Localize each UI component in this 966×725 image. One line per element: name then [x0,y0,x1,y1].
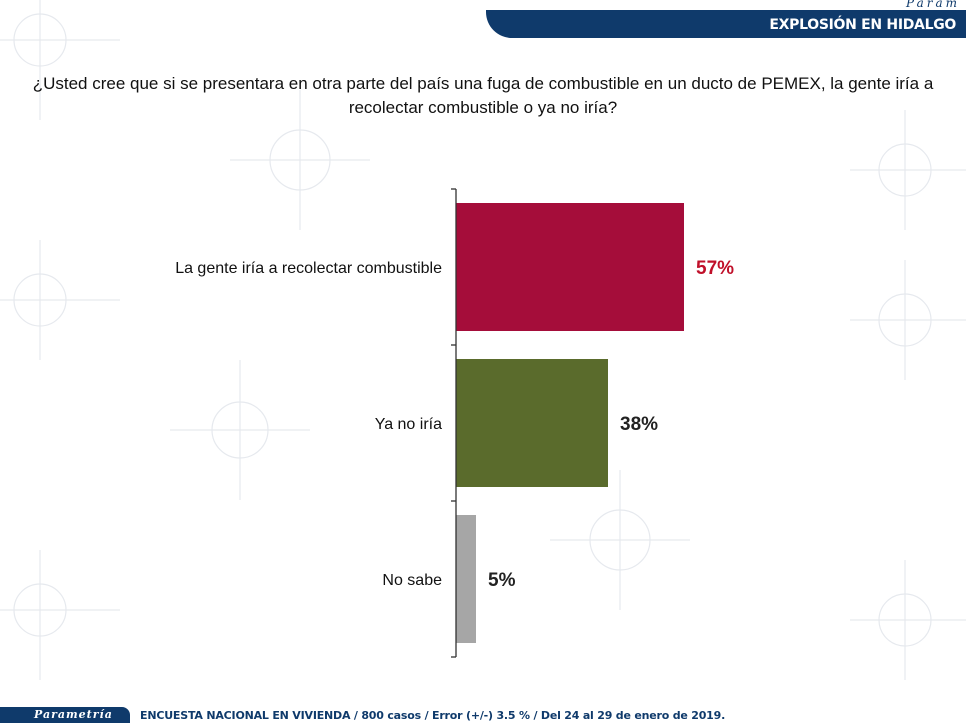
bar-2 [456,359,608,487]
brand-top-text: Param [906,0,960,10]
value-label-2: 38% [620,414,658,435]
category-label-2: Ya no iría [375,416,442,433]
footer-note: ENCUESTA NACIONAL EN VIVIENDA / 800 caso… [140,709,726,722]
survey-question: ¿Usted cree que si se presentara en otra… [32,74,934,117]
value-label-1: 57% [696,258,734,279]
category-label-1: La gente iría a recolectar combustible [175,260,442,277]
bar-1 [456,203,684,331]
section-title: EXPLOSIÓN EN HIDALGO [769,17,956,33]
value-label-3: 5% [488,570,516,591]
category-label-3: No sabe [382,572,442,589]
bar-3 [456,515,476,643]
footer-brand-tag: Parametría [0,707,130,723]
section-banner: EXPLOSIÓN EN HIDALGO [486,10,966,38]
footer-brand: Parametría [34,708,113,721]
